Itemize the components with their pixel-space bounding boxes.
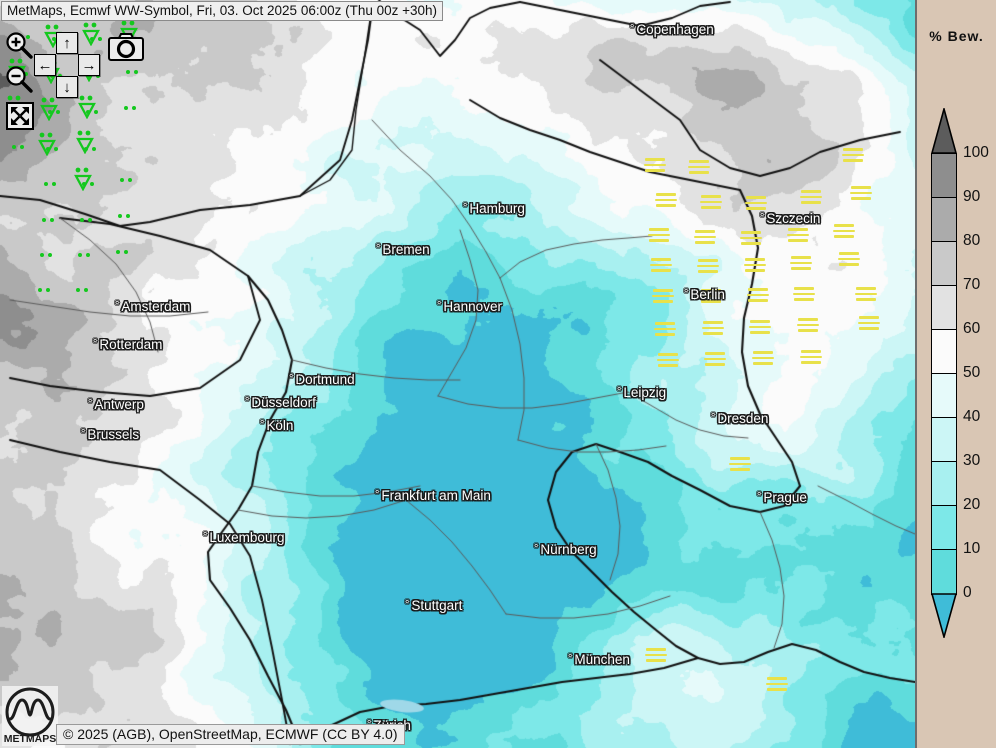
metmaps-logo: METMAPS [2,686,58,746]
zoom-in-icon[interactable] [4,30,34,60]
logo-text: METMAPS [4,733,57,745]
map-controls[interactable]: ↑ ← → ↓ [4,24,144,132]
colorbar-band [931,505,957,551]
colorbar-band [931,241,957,287]
colorbar: 100 90 80 70 60 50 40 30 20 10 0 [930,105,989,640]
colorbar-band [931,417,957,463]
colorbar-band [931,329,957,375]
colorbar-tick-label: 40 [963,408,981,425]
colorbar-tick-label: 90 [963,188,981,205]
colorbar-band [931,197,957,243]
fullscreen-icon[interactable] [6,102,34,135]
colorbar-tick-label: 80 [963,232,981,249]
colorbar-band [931,373,957,419]
camera-icon[interactable] [108,32,144,67]
zoom-out-icon[interactable] [4,64,34,94]
page-title: MetMaps, Ecmwf WW-Symbol, Fri, 03. Oct 2… [1,1,444,21]
pan-right-button[interactable]: → [78,54,100,76]
cloud-cover-raster [0,0,915,748]
pan-down-button[interactable]: ↓ [56,76,78,98]
weather-map[interactable]: ° Copenhagen ° Hamburg ° Szczecin ° Bremen ° Hann… [0,0,915,748]
pan-left-button[interactable]: ← [34,54,56,76]
colorbar-band [931,285,957,331]
colorbar-tick-label: 10 [963,540,981,557]
colorbar-band [931,153,957,199]
colorbar-band [931,549,957,595]
colorbar-tick-label: 30 [963,452,981,469]
attribution-text: © 2025 (AGB), OpenStreetMap, ECMWF (CC B… [56,724,405,745]
colorbar-tick-label: 50 [963,364,981,381]
pan-up-button[interactable]: ↑ [56,32,78,54]
colorbar-tick-label: 20 [963,496,981,513]
colorbar-tick-label: 60 [963,320,981,337]
colorbar-legend: % Bew. 100 90 80 70 60 50 40 30 20 10 0 [915,0,996,748]
colorbar-tick-label: 0 [963,584,972,601]
legend-title: % Bew. [929,28,984,44]
colorbar-tick-label: 100 [963,144,989,161]
colorbar-band [931,461,957,507]
colorbar-tick-label: 70 [963,276,981,293]
